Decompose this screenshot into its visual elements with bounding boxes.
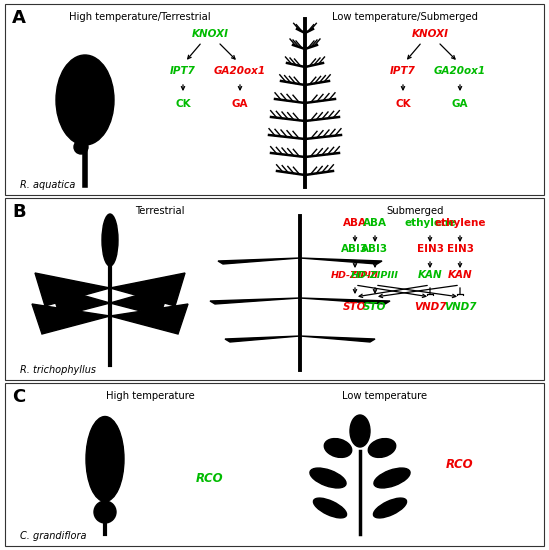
Ellipse shape: [373, 498, 407, 518]
Text: KAN: KAN: [447, 270, 472, 280]
Text: ABA: ABA: [343, 218, 367, 228]
Text: KNOXI: KNOXI: [412, 29, 449, 39]
Text: Terrestrial: Terrestrial: [135, 206, 185, 216]
Text: Low temperature: Low temperature: [343, 391, 428, 401]
Text: R. trichophyllus: R. trichophyllus: [20, 365, 96, 375]
Text: CK: CK: [175, 99, 191, 109]
Ellipse shape: [374, 468, 410, 488]
Text: Submerged: Submerged: [386, 206, 444, 216]
Text: ABI3: ABI3: [341, 244, 368, 254]
Text: A: A: [12, 9, 26, 27]
Text: VND7: VND7: [414, 302, 446, 312]
Text: High temperature: High temperature: [105, 391, 194, 401]
Text: HD-ZIPIII: HD-ZIPIII: [331, 271, 379, 279]
Text: ABA: ABA: [363, 218, 387, 228]
Text: ethylene: ethylene: [404, 218, 456, 228]
Text: C. grandiflora: C. grandiflora: [20, 531, 87, 541]
Text: ABI3: ABI3: [361, 244, 389, 254]
Text: CK: CK: [395, 99, 411, 109]
Text: RCO: RCO: [446, 458, 474, 470]
Text: VND7: VND7: [444, 302, 476, 312]
Ellipse shape: [313, 498, 346, 518]
Polygon shape: [300, 298, 390, 304]
Text: GA20ox1: GA20ox1: [214, 66, 266, 76]
Text: HD-ZIPIII: HD-ZIPIII: [351, 271, 399, 279]
Polygon shape: [110, 286, 170, 316]
Polygon shape: [50, 286, 110, 316]
Text: STO: STO: [343, 302, 367, 312]
Text: GA: GA: [232, 99, 248, 109]
Text: B: B: [12, 203, 26, 221]
Text: KNOXI: KNOXI: [192, 29, 228, 39]
Text: High temperature/Terrestrial: High temperature/Terrestrial: [69, 12, 211, 22]
Ellipse shape: [56, 55, 114, 145]
Polygon shape: [35, 273, 110, 306]
Text: RCO: RCO: [196, 472, 224, 486]
Ellipse shape: [102, 214, 118, 266]
Ellipse shape: [324, 438, 352, 458]
Polygon shape: [218, 258, 300, 264]
Ellipse shape: [368, 438, 396, 458]
Text: Low temperature/Submerged: Low temperature/Submerged: [332, 12, 478, 22]
Bar: [5, 383, 544, 546]
Text: R. aquatica: R. aquatica: [20, 180, 75, 190]
Text: STO: STO: [363, 302, 386, 312]
Polygon shape: [110, 304, 188, 334]
Ellipse shape: [86, 416, 124, 502]
Text: C: C: [12, 388, 25, 406]
Text: IPT7: IPT7: [170, 66, 196, 76]
Text: ethylene: ethylene: [434, 218, 486, 228]
Bar: [5, 4, 544, 195]
Ellipse shape: [350, 415, 370, 447]
Polygon shape: [300, 336, 375, 342]
Polygon shape: [225, 336, 300, 342]
Polygon shape: [32, 304, 110, 334]
Polygon shape: [110, 273, 185, 306]
Text: GA20ox1: GA20ox1: [434, 66, 486, 76]
Bar: [5, 198, 544, 380]
Text: KAN: KAN: [418, 270, 442, 280]
Text: EIN3: EIN3: [446, 244, 473, 254]
Polygon shape: [300, 258, 382, 264]
Text: GA: GA: [452, 99, 468, 109]
Ellipse shape: [94, 501, 116, 523]
Ellipse shape: [310, 468, 346, 488]
Text: IPT7: IPT7: [390, 66, 416, 76]
Ellipse shape: [74, 140, 88, 154]
Polygon shape: [210, 298, 300, 304]
Text: EIN3: EIN3: [417, 244, 444, 254]
